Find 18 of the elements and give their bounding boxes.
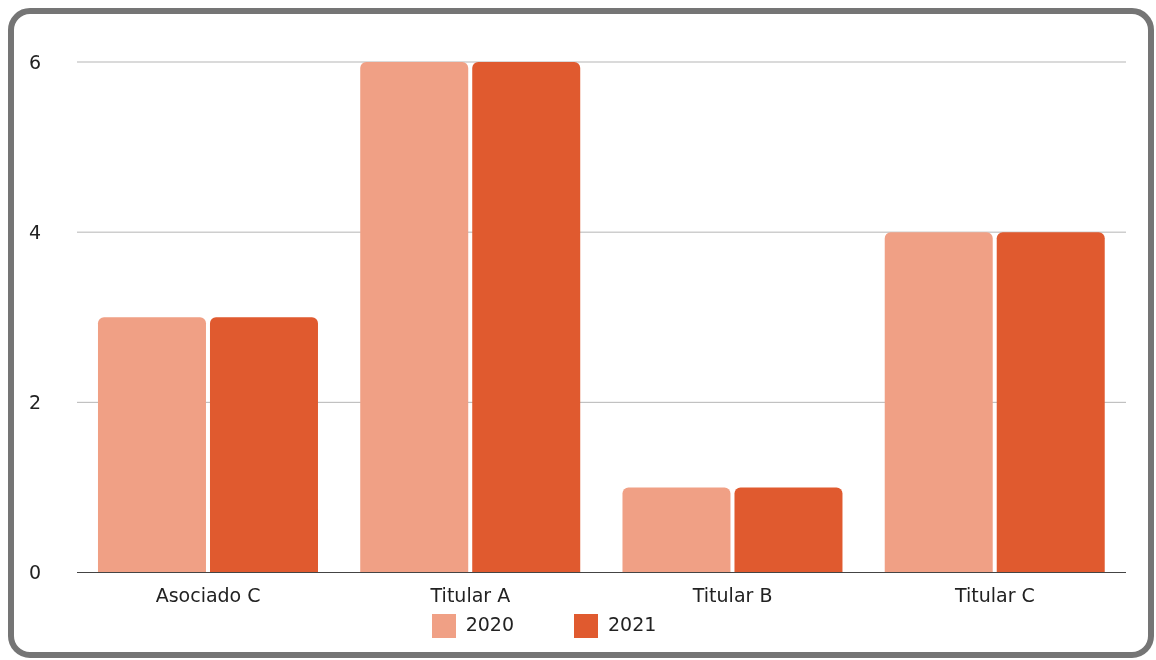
bar: [622, 487, 731, 573]
y-tick-label: 0: [29, 561, 42, 584]
y-tick-label: 6: [29, 50, 42, 73]
bar: [884, 232, 993, 573]
legend-label: 2021: [608, 612, 657, 635]
x-tick-label: Asociado C: [155, 583, 261, 606]
y-tick-label: 4: [29, 220, 42, 243]
x-tick-label: Titular A: [429, 583, 511, 606]
bar: [472, 62, 581, 573]
bar: [97, 317, 206, 573]
bar: [209, 317, 318, 573]
x-tick-label: Titular B: [691, 583, 773, 606]
bar: [734, 487, 843, 573]
x-tick-label: Titular C: [953, 583, 1035, 606]
legend-label: 2020: [465, 612, 514, 635]
bar: [360, 62, 469, 573]
bar: [996, 232, 1105, 573]
y-tick-label: 2: [29, 391, 42, 414]
